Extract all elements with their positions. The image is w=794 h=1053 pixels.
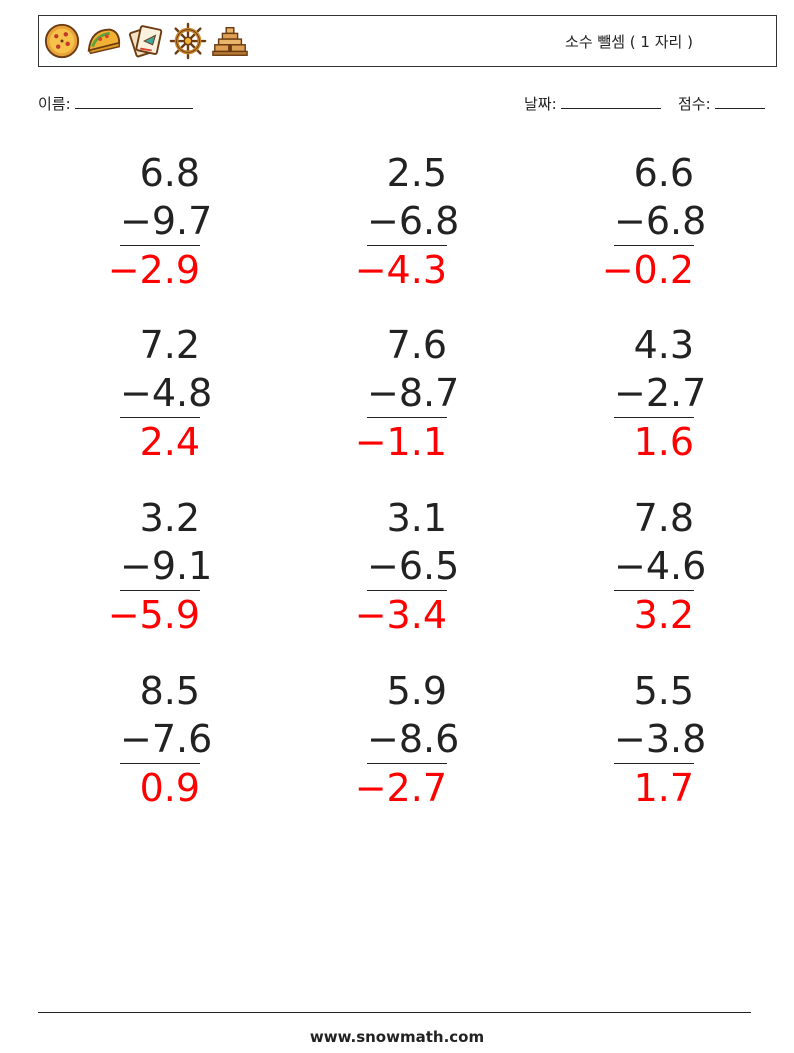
problem-subtrahend: −4.8 xyxy=(120,369,212,418)
name-field: 이름: xyxy=(38,93,194,114)
problem-answer: −2.7 xyxy=(354,766,447,810)
problem-4: 7.2 −4.8 2.4 xyxy=(70,321,212,466)
problem-minuend: 6.6 xyxy=(633,151,694,195)
problem-answer: −0.2 xyxy=(601,248,694,292)
problem-subtrahend: −9.1 xyxy=(120,542,212,591)
problem-subtrahend: −3.8 xyxy=(614,715,706,764)
problem-5: 7.6 −8.7 −1.1 xyxy=(317,321,460,466)
problem-minuend: 7.2 xyxy=(139,323,200,367)
problem-9: 7.8 −4.6 3.2 xyxy=(564,494,706,639)
problem-answer: 2.4 xyxy=(139,420,200,464)
problem-minuend: 3.1 xyxy=(386,496,447,540)
problem-minuend: 6.8 xyxy=(139,151,200,195)
problem-6: 4.3 −2.7 1.6 xyxy=(564,321,706,466)
problem-answer: −3.4 xyxy=(354,593,447,637)
problem-minuend: 2.5 xyxy=(386,151,447,195)
problem-subtrahend: −6.5 xyxy=(367,542,459,591)
problem-minuend: 5.9 xyxy=(386,669,447,713)
score-blank[interactable] xyxy=(715,94,766,109)
footer-site: www.snowmath.com xyxy=(309,1028,485,1046)
problem-subtrahend: −6.8 xyxy=(367,197,459,246)
problem-8: 3.1 −6.5 −3.4 xyxy=(317,494,460,639)
problem-minuend: 8.5 xyxy=(139,669,200,713)
problem-answer: −1.1 xyxy=(354,420,447,464)
taco-icon xyxy=(87,28,121,55)
problem-minuend: 7.6 xyxy=(386,323,447,367)
problem-answer: −5.9 xyxy=(107,593,200,637)
footer-divider xyxy=(38,1012,751,1013)
header-icons xyxy=(43,22,249,60)
problem-11: 5.9 −8.6 −2.7 xyxy=(317,667,460,812)
date-label: 날짜: xyxy=(524,95,557,113)
worksheet-title: 소수 뺄셈 ( 1 자리 ) xyxy=(565,33,693,51)
problem-3: 6.6 −6.8 −0.2 xyxy=(564,149,707,294)
problem-minuend: 7.8 xyxy=(633,496,694,540)
problem-subtrahend: −8.7 xyxy=(367,369,459,418)
problem-subtrahend: −8.6 xyxy=(367,715,459,764)
problem-answer: −2.9 xyxy=(107,248,200,292)
date-field: 날짜: xyxy=(524,93,662,114)
problem-answer: 1.6 xyxy=(633,420,694,464)
problem-answer: 3.2 xyxy=(633,593,694,637)
problem-answer: 0.9 xyxy=(139,766,200,810)
problem-minuend: 3.2 xyxy=(139,496,200,540)
problem-2: 2.5 −6.8 −4.3 xyxy=(317,149,460,294)
problem-7: 3.2 −9.1 −5.9 xyxy=(70,494,213,639)
pyramid-icon xyxy=(212,26,248,56)
problem-minuend: 4.3 xyxy=(633,323,694,367)
ship-wheel-icon xyxy=(169,22,207,60)
problem-subtrahend: −7.6 xyxy=(120,715,212,764)
problem-1: 6.8 −9.7 −2.9 xyxy=(70,149,213,294)
name-label: 이름: xyxy=(38,95,71,113)
score-field: 점수: xyxy=(678,93,766,114)
problem-minuend: 5.5 xyxy=(633,669,694,713)
problem-10: 8.5 −7.6 0.9 xyxy=(70,667,212,812)
problem-subtrahend: −6.8 xyxy=(614,197,706,246)
pizza-icon xyxy=(44,23,80,59)
score-label: 점수: xyxy=(678,95,711,113)
travel-tickets-icon xyxy=(128,25,163,58)
problem-subtrahend: −9.7 xyxy=(120,197,212,246)
problem-subtrahend: −4.6 xyxy=(614,542,706,591)
problem-answer: 1.7 xyxy=(633,766,694,810)
worksheet-header: 소수 뺄셈 ( 1 자리 ) xyxy=(38,15,777,67)
name-blank[interactable] xyxy=(75,94,194,109)
problem-12: 5.5 −3.8 1.7 xyxy=(564,667,706,812)
date-blank[interactable] xyxy=(561,94,662,109)
problem-subtrahend: −2.7 xyxy=(614,369,706,418)
problem-answer: −4.3 xyxy=(354,248,447,292)
